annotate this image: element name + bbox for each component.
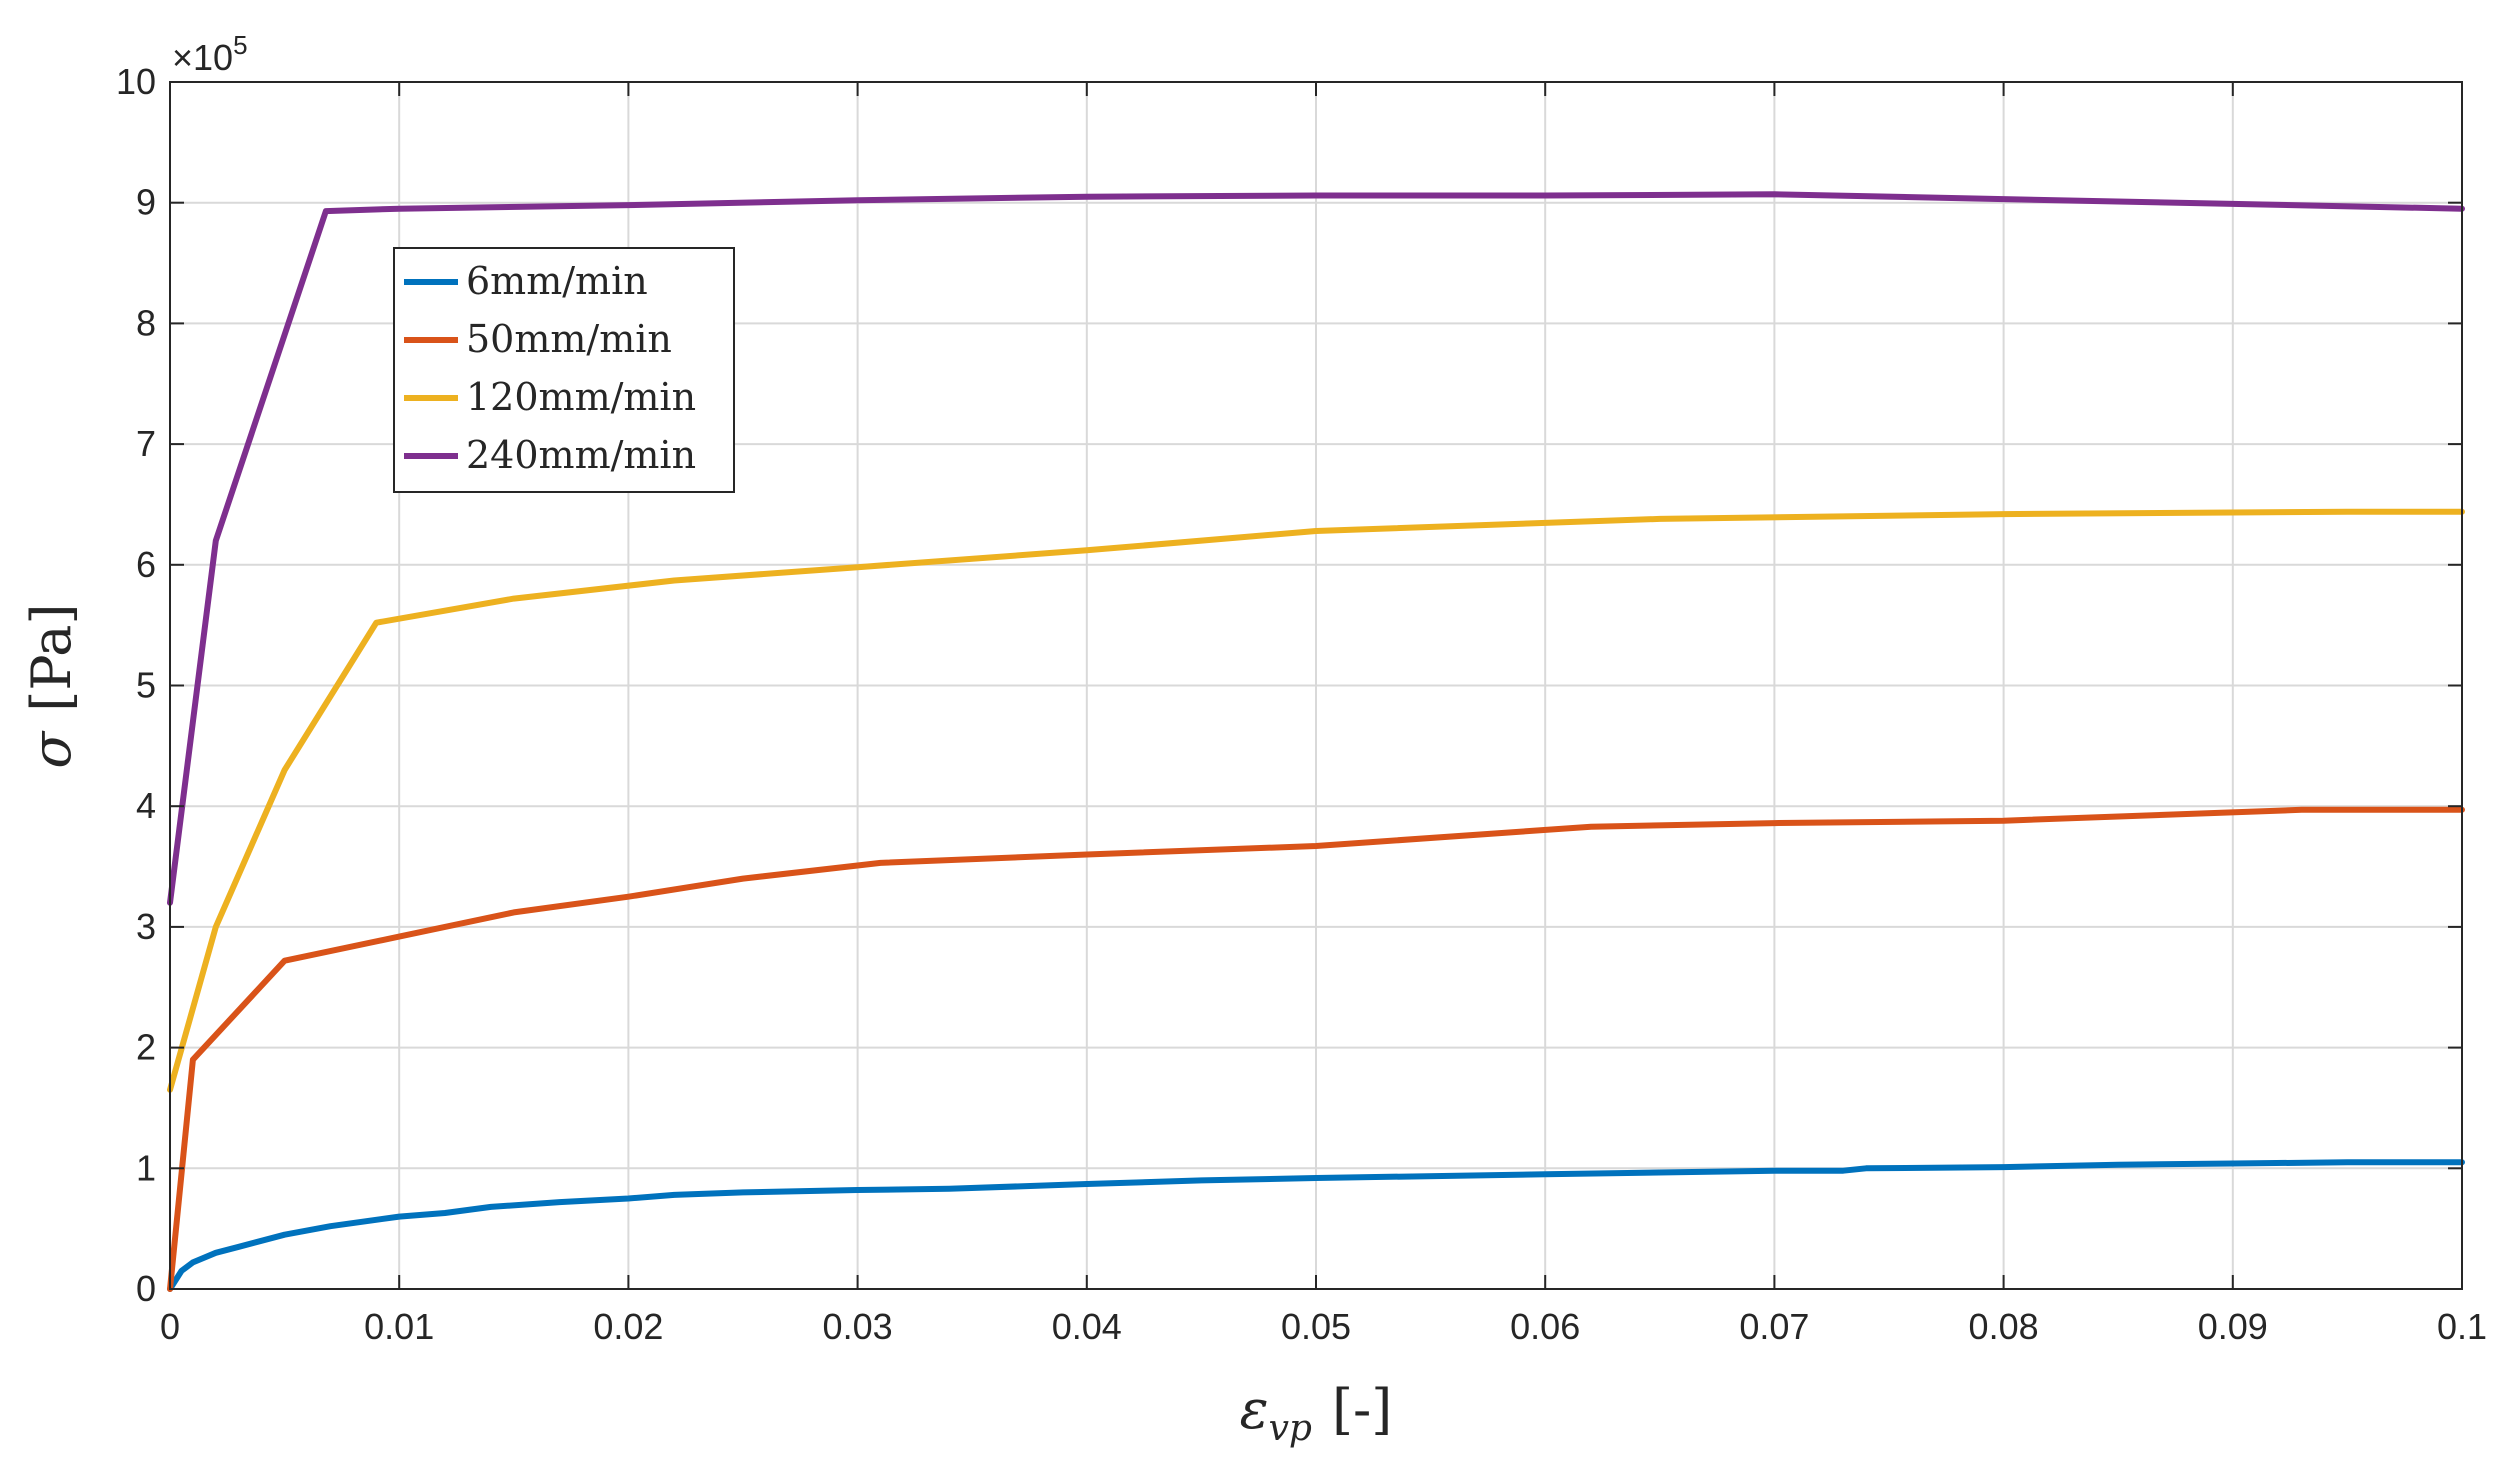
series-line-3 bbox=[167, 191, 2465, 906]
y-axis-unit: [Pa] bbox=[20, 603, 83, 711]
legend: 6mm/min 50mm/min 120mm/min 240mm/min bbox=[393, 247, 735, 493]
series-line-0 bbox=[167, 1159, 2465, 1292]
x-tick-label: 0.05 bbox=[1281, 1306, 1351, 1347]
x-tick-label: 0.06 bbox=[1510, 1306, 1580, 1347]
x-tick-label: 0 bbox=[160, 1306, 180, 1347]
y-tick-label: 2 bbox=[136, 1027, 156, 1068]
x-tick-label: 0.07 bbox=[1739, 1306, 1809, 1347]
x-axis-label: εvp [-] bbox=[1240, 1378, 1393, 1449]
legend-label-50mm: 50mm/min bbox=[466, 317, 672, 361]
x-tick-label: 0.08 bbox=[1969, 1306, 2039, 1347]
y-tick-label: 9 bbox=[136, 182, 156, 223]
legend-label-120mm: 120mm/min bbox=[466, 375, 696, 419]
y-multiplier: ×105 bbox=[172, 30, 248, 78]
tick-marks bbox=[169, 81, 2463, 1290]
y-tick-label: 5 bbox=[136, 665, 156, 706]
x-tick-label: 0.02 bbox=[593, 1306, 663, 1347]
series-line-2 bbox=[167, 508, 2465, 1093]
y-axis-label: σ [Pa] bbox=[20, 603, 83, 768]
y-axis-symbol: σ bbox=[20, 730, 83, 769]
y-tick-label: 4 bbox=[136, 785, 156, 826]
x-axis-subscript: vp bbox=[1269, 1408, 1312, 1449]
x-tick-label: 0.09 bbox=[2198, 1306, 2268, 1347]
y-tick-label: 3 bbox=[136, 906, 156, 947]
x-tick-label: 0.01 bbox=[364, 1306, 434, 1347]
legend-box bbox=[393, 247, 735, 493]
x-axis-unit: [-] bbox=[1332, 1378, 1392, 1441]
y-tick-label: 10 bbox=[116, 61, 156, 102]
x-tick-label: 0.03 bbox=[823, 1306, 893, 1347]
x-tick-label: 0.04 bbox=[1052, 1306, 1122, 1347]
y-tick-label: 6 bbox=[136, 544, 156, 585]
x-axis-symbol: ε bbox=[1240, 1378, 1269, 1441]
y-tick-label: 8 bbox=[136, 302, 156, 343]
series-layer bbox=[167, 191, 2465, 1292]
legend-label-6mm: 6mm/min bbox=[466, 259, 648, 303]
y-tick-label: 7 bbox=[136, 423, 156, 464]
y-multiplier-base: ×10 bbox=[172, 37, 233, 78]
y-tick-label: 0 bbox=[136, 1268, 156, 1309]
x-tick-label: 0.1 bbox=[2437, 1306, 2487, 1347]
series-line-1 bbox=[167, 806, 2465, 1292]
y-tick-labels: 0 1 2 3 4 5 6 7 8 9 10 bbox=[116, 61, 156, 1309]
y-tick-label: 1 bbox=[136, 1147, 156, 1188]
y-multiplier-exponent: 5 bbox=[233, 30, 247, 60]
x-tick-labels: 0 0.01 0.02 0.03 0.04 0.05 0.06 0.07 0.08 0.09 0.1 bbox=[160, 1306, 2487, 1347]
legend-label-240mm: 240mm/min bbox=[466, 433, 696, 477]
